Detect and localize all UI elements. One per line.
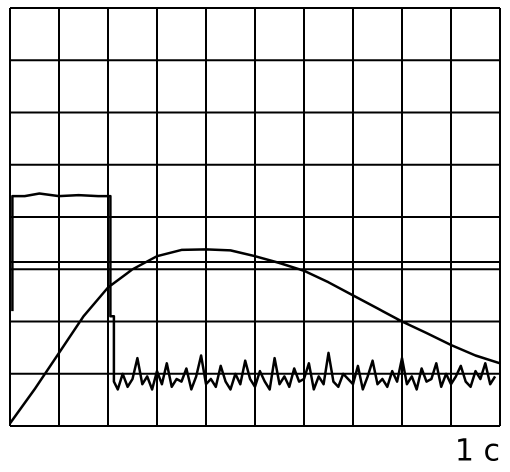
time-scale-label: 1 с [455,434,500,469]
trace [11,192,497,391]
trace [8,248,501,425]
